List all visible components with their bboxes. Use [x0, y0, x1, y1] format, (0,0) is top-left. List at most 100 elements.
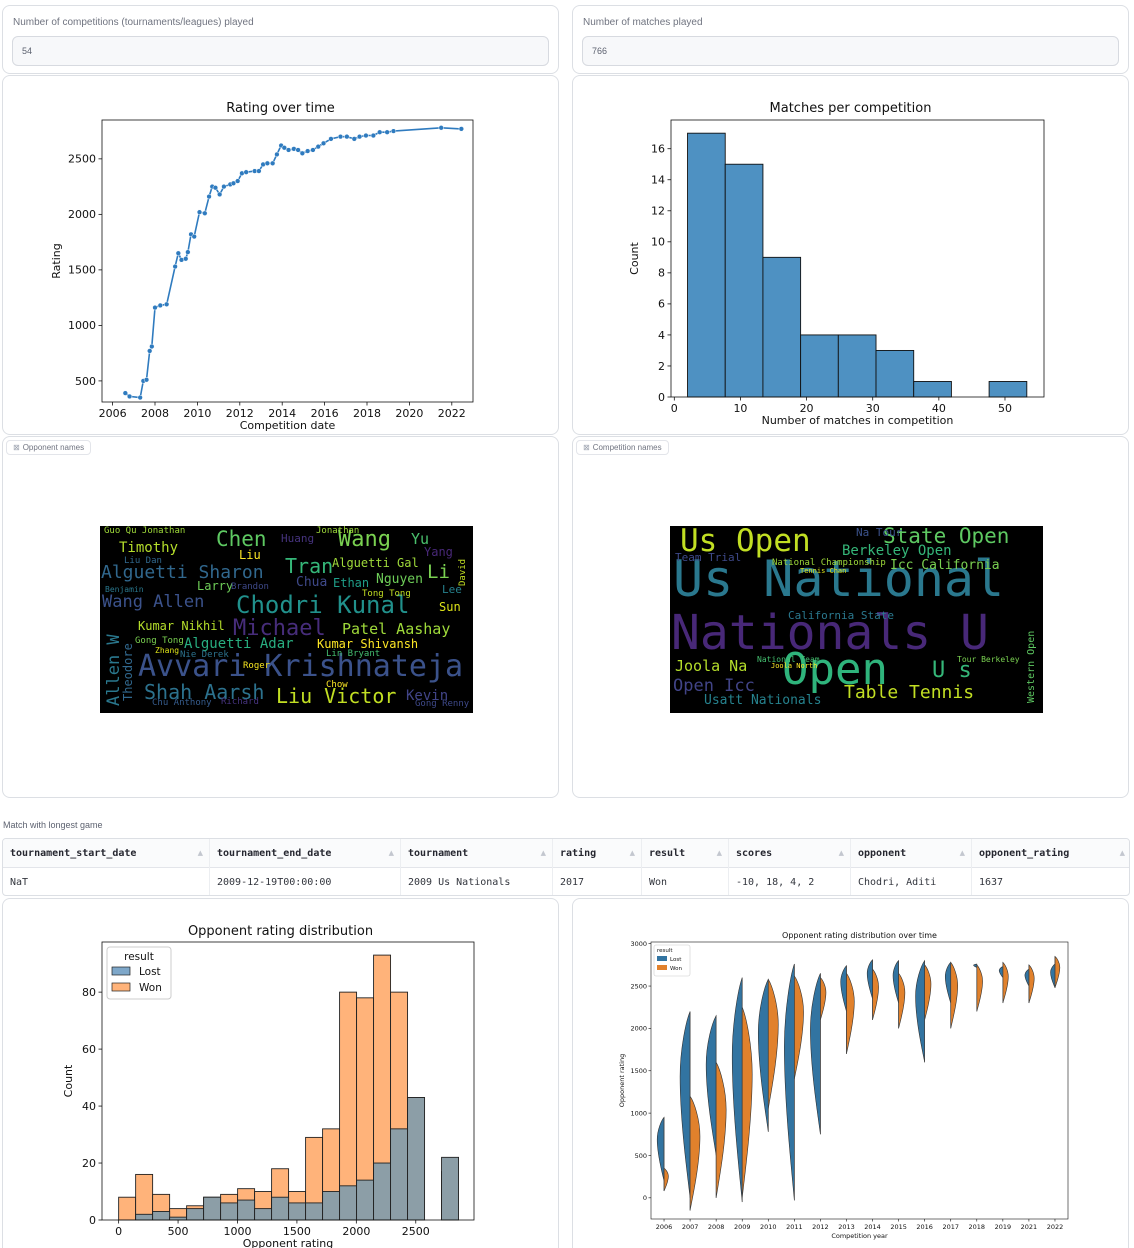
- opponent-word-cloud: Avvari Krishnateja Chodri Kunal Michael Liu…: [100, 526, 473, 713]
- cloud-word: Yang: [424, 545, 453, 559]
- y-tick-label: 0: [643, 1194, 647, 1202]
- cloud-word: Western Open: [1026, 630, 1037, 703]
- rating-point: [230, 180, 237, 186]
- violin-won: [976, 964, 983, 1012]
- table-cell[interactable]: 2017: [553, 868, 642, 895]
- histogram-bar: [988, 381, 1028, 398]
- column-header[interactable]: result ▲: [642, 839, 729, 868]
- opponent-hist-title: Opponent rating distribution: [187, 924, 374, 939]
- x-tick-label: 30: [866, 402, 880, 415]
- table-cell[interactable]: 2009 Us Nationals: [401, 868, 553, 895]
- table-cell[interactable]: Chodri, Aditi: [851, 868, 972, 895]
- opponent-cloud-tag-label: Opponent names: [22, 443, 85, 452]
- table-row[interactable]: NaT 2009-12-19T00:00:00 2009 Us National…: [3, 868, 1129, 895]
- rating-point: [377, 129, 383, 135]
- lost-bar: [186, 1208, 205, 1221]
- cloud-word: Huang: [281, 532, 315, 545]
- y-tick-label: 16: [651, 143, 665, 156]
- legend-label-won: Won: [670, 966, 682, 972]
- violin-lost: [1050, 963, 1056, 988]
- table-cell[interactable]: Won: [642, 868, 729, 895]
- rating-point: [212, 185, 219, 191]
- rating-point: [235, 178, 241, 184]
- table-cell[interactable]: 1637: [979, 877, 1004, 888]
- x-tick-label: 0: [671, 402, 678, 415]
- cloud-word: Roger: [243, 661, 271, 671]
- x-tick-label: 2008: [141, 407, 169, 420]
- x-tick-label: 2500: [402, 1225, 430, 1238]
- column-header[interactable]: scores ▲: [729, 839, 851, 868]
- lost-bar: [220, 1202, 239, 1221]
- rating-point: [256, 168, 262, 174]
- cloud-word: Zhang: [155, 646, 180, 655]
- matches-metric-card: Number of matches played 766: [572, 5, 1129, 74]
- x-tick-label: 2013: [838, 1223, 855, 1231]
- y-tick-label: 14: [651, 174, 665, 187]
- cloud-word: Timothy: [119, 540, 179, 556]
- table-cell[interactable]: -10, 18, 4, 2: [729, 868, 851, 895]
- rating-point: [175, 250, 181, 256]
- x-axis-label: Opponent rating: [243, 1237, 333, 1248]
- violin-lost: [892, 959, 899, 1004]
- violin-won: [1054, 955, 1061, 988]
- y-tick-label: 8: [658, 267, 665, 280]
- cloud-word: National Championship: [772, 558, 886, 568]
- legend-swatch-lost: [111, 966, 131, 976]
- column-header[interactable]: rating ▲: [553, 839, 642, 868]
- rating-point: [122, 390, 128, 396]
- x-tick-label: 2015: [890, 1223, 907, 1231]
- rating-point: [281, 145, 287, 151]
- cloud-word: Open: [782, 644, 888, 695]
- violin-won: [741, 1007, 753, 1198]
- lost-bar: [407, 1097, 426, 1221]
- lost-bar: [339, 1185, 358, 1221]
- rating-point: [183, 256, 189, 262]
- histogram-bar: [800, 334, 839, 398]
- legend-swatch-won: [111, 982, 131, 992]
- cloud-word: Nationals U: [671, 605, 989, 661]
- x-axis-label: Competition date: [240, 419, 336, 432]
- cloud-word: Ethan: [333, 576, 370, 590]
- table-header: tournament_start_date ▲ tournament_end_da…: [3, 839, 1129, 868]
- x-axis-label: Number of matches in competition: [762, 414, 954, 427]
- x-tick-label: 2016: [916, 1223, 933, 1231]
- legend-swatch-won: [657, 965, 667, 970]
- opponent-cloud-tag: ⊠ Opponent names: [6, 440, 92, 455]
- column-header[interactable]: opponent_rating ▲: [979, 848, 1125, 859]
- competition-cloud-tag: ⊠ Competition names: [576, 440, 669, 455]
- legend-label-lost: Lost: [670, 957, 682, 963]
- x-tick-label: 2021: [1021, 1223, 1038, 1231]
- rating-point: [185, 249, 191, 255]
- rating-point: [264, 160, 271, 166]
- matches-metric-value[interactable]: 766: [582, 36, 1119, 66]
- violin-won: [1028, 964, 1035, 1004]
- y-tick-label: 40: [82, 1100, 96, 1113]
- cloud-word: Tong Tong: [362, 589, 411, 599]
- rating-point: [370, 132, 377, 139]
- x-tick-label: 2014: [864, 1223, 881, 1231]
- cloud-word: Chow: [326, 680, 348, 690]
- table-cell[interactable]: 2009-12-19T00:00:00: [210, 868, 401, 895]
- column-header[interactable]: tournament_end_date ▲: [210, 839, 401, 868]
- rating-point: [157, 302, 163, 309]
- x-tick-label: 2020: [395, 407, 423, 420]
- cloud-word: Usatt Nationals: [704, 693, 822, 708]
- column-header[interactable]: tournament ▲: [401, 839, 553, 868]
- legend-swatch-lost: [657, 956, 667, 961]
- competitions-metric-value[interactable]: 54: [12, 36, 549, 66]
- rating-point: [328, 136, 334, 142]
- column-header[interactable]: tournament_start_date ▲: [3, 839, 210, 868]
- column-header[interactable]: opponent ▲: [851, 839, 972, 868]
- x-tick-label: 2022: [438, 407, 466, 420]
- rating-point: [152, 304, 158, 311]
- cloud-word: Brandon: [231, 582, 269, 592]
- x-tick-label: 2012: [226, 407, 254, 420]
- legend: result Lost Won: [653, 944, 691, 977]
- cloud-word: Guo Qu Jonathan: [104, 526, 186, 536]
- competitions-metric-label: Number of competitions (tournaments/leag…: [13, 17, 254, 28]
- violin-lost: [757, 979, 769, 1132]
- cloud-word: Chu Anthony: [152, 698, 212, 708]
- table-cell[interactable]: NaT: [3, 868, 210, 895]
- legend-label-won: Won: [139, 982, 162, 994]
- y-tick-label: 1500: [630, 1067, 647, 1075]
